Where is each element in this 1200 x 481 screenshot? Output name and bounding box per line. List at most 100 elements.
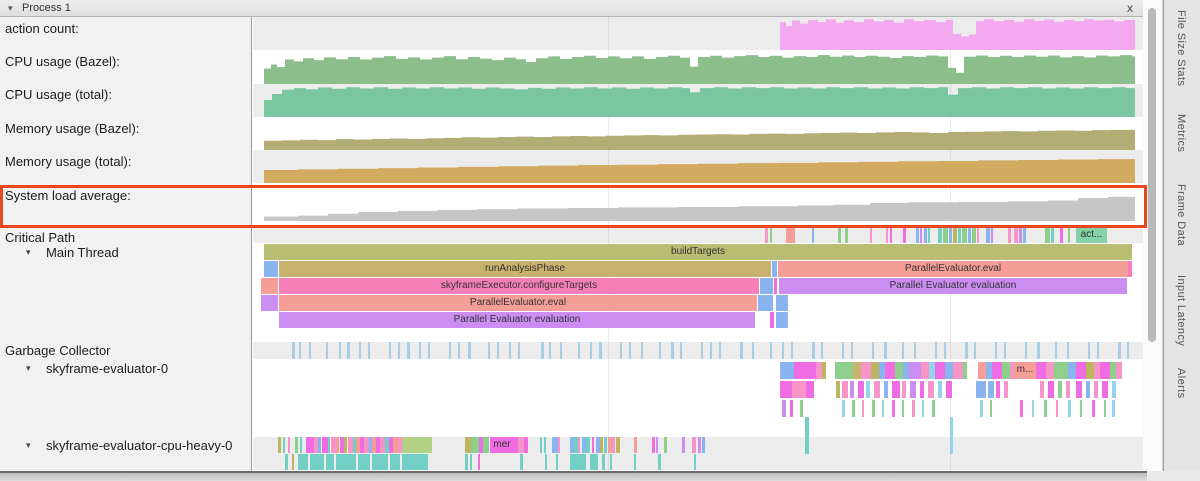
critical-path-slice[interactable]	[1008, 227, 1011, 243]
evaluator-slice[interactable]	[988, 381, 994, 398]
cpu-heavy-slice[interactable]	[574, 437, 578, 453]
evaluator-slice[interactable]	[1092, 400, 1095, 417]
critical-path-slice[interactable]	[886, 227, 888, 243]
cpu-heavy-slice[interactable]	[402, 454, 428, 470]
critical-path-slice[interactable]	[958, 227, 961, 243]
cpu-heavy-slice[interactable]	[356, 437, 360, 453]
critical-path-slice[interactable]	[1068, 227, 1070, 243]
cpu-heavy-slice[interactable]	[692, 437, 696, 453]
gc-event-tick[interactable]	[359, 342, 361, 359]
gc-event-tick[interactable]	[710, 342, 712, 359]
gc-event-tick[interactable]	[719, 342, 721, 359]
cpu-heavy-slice[interactable]	[570, 454, 586, 470]
cpu-heavy-slice[interactable]	[596, 437, 600, 453]
cpu-heavy-slice[interactable]	[353, 437, 356, 453]
cpu-heavy-slice[interactable]	[634, 454, 636, 470]
gc-event-tick[interactable]	[339, 342, 341, 359]
horizontal-scrollbar[interactable]	[0, 471, 1200, 481]
gc-event-tick[interactable]	[1067, 342, 1069, 359]
evaluator-slice[interactable]	[782, 400, 786, 417]
evaluator-slice[interactable]	[1056, 400, 1058, 417]
expand-arrow-icon[interactable]: ▾	[26, 247, 31, 257]
cpu-heavy-slice[interactable]	[393, 437, 398, 453]
gc-event-tick[interactable]	[965, 342, 968, 359]
gc-event-tick[interactable]	[671, 342, 674, 359]
evaluator-slice[interactable]	[872, 400, 875, 417]
cpu-heavy-slice[interactable]	[328, 437, 330, 453]
gc-event-tick[interactable]	[549, 342, 551, 359]
flame-slice[interactable]	[776, 312, 788, 328]
cpu-heavy-slice[interactable]	[295, 437, 298, 453]
evaluator-slice[interactable]	[1094, 381, 1098, 398]
cpu-heavy-slice[interactable]	[376, 437, 380, 453]
gc-event-tick[interactable]	[398, 342, 400, 359]
critical-path-slice[interactable]	[1019, 227, 1022, 243]
cpu-heavy-slice[interactable]	[694, 454, 696, 470]
gc-event-tick[interactable]	[509, 342, 511, 359]
cpu-heavy-slice[interactable]	[682, 437, 685, 453]
cpu-heavy-slice[interactable]	[360, 437, 364, 453]
cpu-heavy-slice[interactable]	[698, 437, 701, 453]
counter-chart-memory-usage-bazel-[interactable]	[258, 119, 1135, 150]
cpu-heavy-slice[interactable]	[300, 437, 302, 453]
cpu-heavy-slice[interactable]	[318, 437, 321, 453]
cpu-heavy-slice[interactable]	[656, 437, 658, 453]
gc-event-tick[interactable]	[701, 342, 703, 359]
gc-event-tick[interactable]	[1055, 342, 1057, 359]
cpu-heavy-slice[interactable]	[306, 437, 314, 453]
evaluator-slice[interactable]	[780, 362, 794, 379]
cpu-heavy-slice[interactable]	[520, 454, 523, 470]
cpu-heavy-slice[interactable]	[348, 437, 353, 453]
evaluator-slice[interactable]	[945, 362, 953, 379]
flame-slice[interactable]	[758, 295, 773, 311]
evaluator-slice[interactable]	[874, 381, 880, 398]
cpu-heavy-slice[interactable]	[616, 437, 620, 453]
gc-event-tick[interactable]	[1025, 342, 1027, 359]
gc-event-tick[interactable]	[770, 342, 772, 359]
cpu-heavy-slice[interactable]	[288, 437, 290, 453]
evaluator-slice[interactable]	[1020, 400, 1023, 417]
evaluator-slice[interactable]	[920, 381, 924, 398]
flame-slice[interactable]	[770, 312, 774, 328]
evaluator-slice[interactable]	[1002, 362, 1010, 379]
flame-slice[interactable]: buildTargets	[264, 244, 1132, 260]
cpu-heavy-slice[interactable]	[570, 437, 574, 453]
evaluator-slice[interactable]	[1112, 400, 1115, 417]
evaluator-slice[interactable]	[816, 362, 822, 379]
cpu-heavy-slice[interactable]	[612, 437, 615, 453]
flame-slice[interactable]: Parallel Evaluator evaluation	[779, 278, 1127, 294]
cpu-heavy-slice[interactable]	[578, 437, 580, 453]
timeline-track-area[interactable]: act... buildTargets runAnalysisPhase Parall…	[253, 17, 1143, 471]
evaluator-slice[interactable]	[990, 400, 992, 417]
critical-path-slice[interactable]	[1014, 227, 1018, 243]
cpu-heavy-slice[interactable]	[283, 437, 285, 453]
cpu-heavy-slice[interactable]	[372, 437, 376, 453]
evaluator-slice[interactable]: m...	[1014, 362, 1036, 379]
cpu-heavy-slice[interactable]	[470, 454, 472, 470]
evaluator-slice[interactable]	[1032, 400, 1034, 417]
cpu-heavy-slice[interactable]	[556, 454, 558, 470]
gc-event-tick[interactable]	[1004, 342, 1006, 359]
evaluator-slice[interactable]	[978, 362, 986, 379]
cpu-heavy-slice[interactable]	[340, 437, 344, 453]
tab-input-latency[interactable]: Input Latency	[1175, 275, 1187, 347]
evaluator-slice[interactable]	[1110, 362, 1116, 379]
cpu-heavy-slice[interactable]	[314, 437, 318, 453]
evaluator-slice[interactable]	[938, 381, 942, 398]
evaluator-slice[interactable]	[910, 381, 916, 398]
evaluator-slice[interactable]	[858, 381, 864, 398]
evaluator-slice[interactable]	[1054, 362, 1068, 379]
vertical-scrollbar[interactable]	[1143, 0, 1163, 471]
gc-event-tick[interactable]	[309, 342, 311, 359]
cpu-heavy-slice[interactable]	[590, 454, 598, 470]
gc-event-tick[interactable]	[641, 342, 643, 359]
gc-event-tick[interactable]	[872, 342, 874, 359]
evaluator-slice[interactable]	[1094, 362, 1100, 379]
evaluator-slice[interactable]	[1046, 362, 1054, 379]
evaluator-slice[interactable]	[976, 381, 986, 398]
gc-event-tick[interactable]	[620, 342, 622, 359]
gc-event-tick[interactable]	[821, 342, 823, 359]
cpu-heavy-slice[interactable]	[278, 437, 281, 453]
gc-event-tick[interactable]	[659, 342, 661, 359]
gc-event-tick[interactable]	[449, 342, 451, 359]
